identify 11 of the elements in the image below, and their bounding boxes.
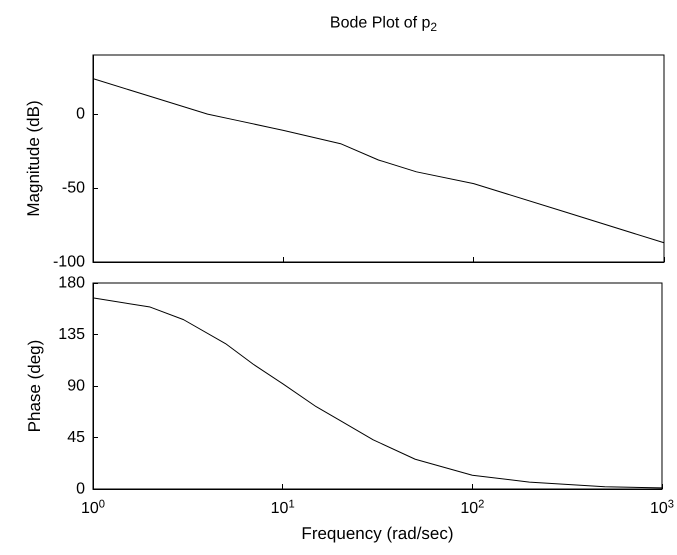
y-axis-title: Magnitude (dB) <box>24 100 44 217</box>
y-tick-label: 0 <box>76 480 86 498</box>
y-axis-title: Phase (deg) <box>25 340 44 432</box>
y-tick-label: 45 <box>67 429 86 446</box>
y-tick-label: 0 <box>76 106 86 123</box>
y-tick-label: 135 <box>58 326 86 343</box>
y-tick-label: 180 <box>58 274 86 292</box>
y-tick-label: -100 <box>52 254 86 270</box>
y-tick-label: -50 <box>62 180 86 197</box>
x-axis-title: Frequency (rad/sec) <box>301 524 454 543</box>
y-tick-label: 90 <box>67 378 86 394</box>
